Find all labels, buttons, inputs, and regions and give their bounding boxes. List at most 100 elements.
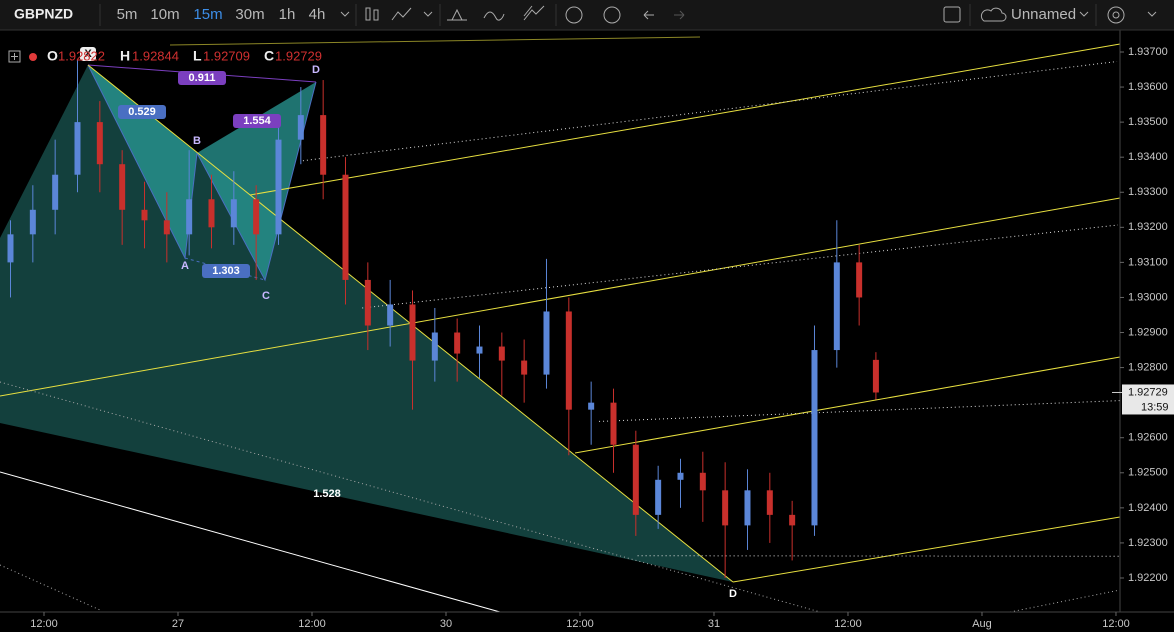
candles [7, 59, 879, 578]
undo-icon[interactable] [643, 10, 654, 20]
interval-button[interactable]: 10m [150, 6, 179, 23]
dropdown-icon[interactable] [1147, 11, 1157, 17]
axes: 1.93700 1.93600 1.93500 1.93400 1.93300 1.932… [30, 46, 1174, 630]
candle-body [96, 122, 103, 165]
candle-body [872, 359, 879, 393]
candle-body [498, 346, 505, 361]
candle-body [387, 304, 394, 326]
x-tick-label: 12:00 [834, 618, 862, 630]
annotation-box [80, 47, 96, 61]
candle-body [431, 332, 438, 361]
candle-body [744, 490, 751, 526]
candle-body [588, 402, 595, 410]
annotation-label: 0.911 [189, 72, 216, 84]
candle-body [409, 304, 416, 361]
annotation-label: 1.303 [212, 265, 240, 277]
candle-body [632, 444, 639, 515]
compare-icon[interactable] [483, 11, 505, 21]
candle-body [766, 490, 773, 515]
line-style-icon[interactable] [391, 7, 412, 21]
x-tick-label: 27 [172, 618, 184, 630]
interval-button[interactable]: 1h [279, 6, 296, 23]
redo-icon[interactable] [674, 10, 685, 20]
candle-body [119, 164, 126, 210]
fullscreen-icon[interactable] [943, 6, 961, 23]
y-tick-label: 1.92300 [1128, 537, 1168, 549]
triangle-xab [88, 65, 197, 258]
legend-label: O [47, 48, 58, 64]
candle-body [454, 332, 461, 354]
trend-line [169, 36, 701, 46]
candle-body [856, 262, 863, 298]
legend-value: 1.92822 [58, 48, 105, 63]
x-tick-label: 12:00 [566, 618, 594, 630]
countdown-label: 13:59 [1141, 401, 1169, 413]
pitchfork-line [249, 43, 1121, 196]
layout-name[interactable]: Unnamed [1011, 6, 1076, 23]
candle-style-icon[interactable] [373, 9, 379, 21]
annotation-label: 1.528 [313, 488, 341, 500]
dropdown-icon[interactable] [340, 11, 350, 17]
indicator-icon[interactable] [447, 8, 467, 21]
candle-body [699, 472, 706, 491]
time-axis [0, 612, 1174, 632]
y-tick-label: 1.93300 [1128, 186, 1168, 198]
legend-label: H [120, 48, 130, 64]
x-tick-label: 12:00 [298, 618, 326, 630]
candle-body [275, 139, 282, 235]
annotation-box [178, 71, 226, 85]
replay-icon[interactable] [603, 6, 621, 24]
alert-icon[interactable] [565, 6, 583, 24]
y-tick-label: 1.92400 [1128, 502, 1168, 514]
candle-body [208, 199, 215, 228]
candle-style-icon[interactable] [365, 7, 371, 21]
x-tick-label: 12:00 [1102, 618, 1130, 630]
interval-button[interactable]: 5m [117, 6, 138, 23]
dropdown-icon[interactable] [423, 11, 433, 17]
candle-body [677, 472, 684, 480]
candle-body [186, 199, 193, 235]
candle-body [342, 174, 349, 280]
candle-body [476, 346, 483, 354]
annotation-box [202, 264, 250, 278]
legend-value: 1.92709 [203, 48, 250, 63]
y-tick-label: 1.93100 [1128, 256, 1168, 268]
toolbar [0, 0, 1174, 30]
y-tick-label: 1.93600 [1128, 81, 1168, 93]
interval-group: 5m 10m 15m 30m 1h 4h [117, 6, 326, 23]
candle-body [29, 209, 36, 235]
interval-button[interactable]: 15m [193, 6, 222, 23]
legend: O 1.92822 H 1.92844 L 1.92709 C 1.92729 [47, 48, 322, 64]
candle-body [74, 122, 81, 175]
y-tick-label: 1.92900 [1128, 326, 1168, 338]
settings-icon[interactable] [1107, 6, 1125, 24]
legend-label: C [264, 48, 274, 64]
annotation-label: D [312, 64, 320, 76]
y-tick-label: 1.93000 [1128, 291, 1168, 303]
pitchfork-line [574, 356, 1121, 454]
dotted-line [1009, 589, 1121, 613]
y-tick-label: 1.93700 [1128, 46, 1168, 58]
cloud-icon[interactable] [980, 7, 1007, 22]
interval-button[interactable]: 4h [309, 6, 326, 23]
y-tick-label: 1.92200 [1128, 572, 1168, 584]
price-label-box [1122, 384, 1174, 415]
candle-body [543, 311, 550, 375]
candle-body [364, 279, 371, 326]
study-icon[interactable] [523, 5, 545, 21]
legend-toggle[interactable] [8, 50, 21, 63]
y-tick-label: 1.92500 [1128, 467, 1168, 479]
annotation-label: X [84, 48, 92, 60]
dropdown-icon[interactable] [1079, 11, 1089, 17]
y-tick-label: 1.92600 [1128, 432, 1168, 444]
annotation-label: 1.554 [243, 115, 271, 127]
interval-button[interactable]: 30m [235, 6, 264, 23]
candle-body [789, 514, 796, 526]
pitchfork-line [732, 516, 1121, 583]
symbol[interactable]: GBPNZD [14, 6, 73, 22]
ratio-line [184, 257, 266, 281]
x-tick-label: 12:00 [30, 618, 58, 630]
white-line [0, 471, 501, 613]
candle-body [163, 220, 170, 235]
